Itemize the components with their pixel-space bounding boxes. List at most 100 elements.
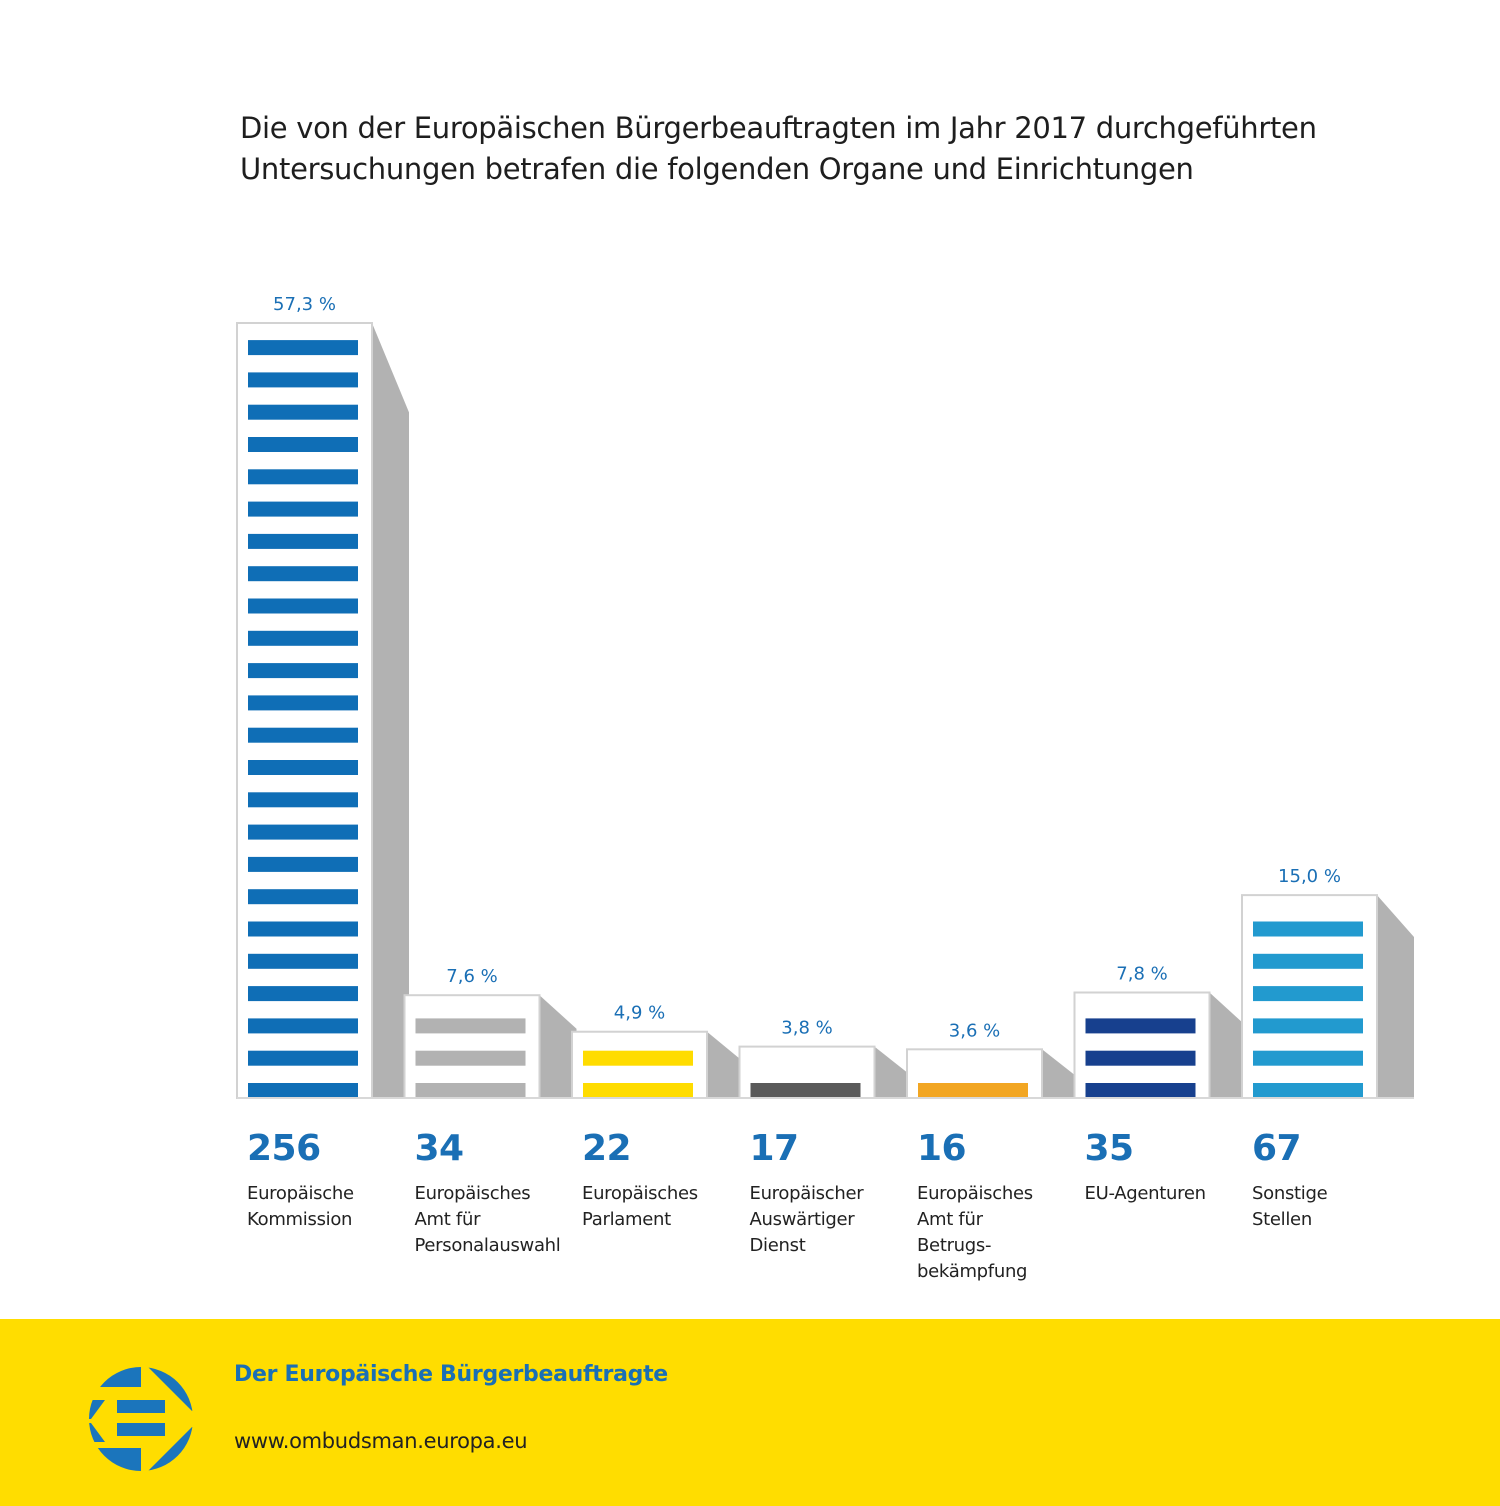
bars (236, 322, 1378, 1100)
bar-stripe (248, 598, 358, 614)
bar-stripe (248, 1018, 358, 1034)
logo-bottom-left-segment (89, 1448, 141, 1471)
bar (738, 1045, 876, 1100)
category-tick-label: Europäisches Amt für Personalauswahl (414, 1183, 561, 1256)
bar-stripe (415, 1050, 526, 1066)
bar-stripe (248, 889, 358, 905)
bar-stripe (248, 1050, 358, 1066)
bar (1073, 991, 1211, 1100)
bar-stripe (248, 953, 358, 969)
bar-body (1073, 991, 1211, 1100)
bar-stripe (415, 1018, 526, 1034)
percent-data-label: 3,6 % (949, 1020, 1000, 1041)
category-block: 22 Europäisches Parlament (582, 1126, 762, 1233)
bar-shadow (874, 1046, 912, 1098)
bar-stripe (248, 760, 358, 775)
category-tick-label: Europäisches Amt für Betrugs- bekämpfung (917, 1183, 1033, 1282)
bar-shadow (372, 323, 409, 1098)
bar-stripe (248, 372, 358, 388)
bar-stripe (918, 1083, 1028, 1098)
percent-data-label: 4,9 % (614, 1003, 665, 1024)
bar-stripe (248, 437, 358, 452)
bar-stripe (248, 921, 358, 937)
logo-bar-upper (117, 1400, 165, 1413)
category-block: 34 Europäisches Amt für Personalauswahl (415, 1126, 595, 1259)
bar-stripe (415, 1083, 526, 1098)
bar-stripe (248, 533, 358, 549)
bar-stripe (1085, 1050, 1196, 1066)
percent-data-label: 3,8 % (781, 1018, 832, 1039)
category-tick-label: EU-Agenturen (1084, 1183, 1207, 1204)
footer-organization-name: Der Europäische Bürgerbeauftragte (234, 1362, 668, 1387)
bar-stripe (1253, 986, 1363, 1002)
footer-url-link[interactable]: www.ombudsman.europa.eu (234, 1429, 528, 1453)
bar-stripe (248, 501, 358, 517)
bar-shadow (1209, 992, 1247, 1098)
bar-stripe (1253, 1050, 1363, 1066)
bar-stripe (248, 856, 358, 872)
bar-chart: 57,3 % 7,6 % 4,9 % 3,8 % 3,6 % 7,8 % 15,0 % (236, 294, 1414, 1100)
bar-stripe (248, 727, 358, 743)
category-block: 16 Europäisches Amt für Betrugs- bekämpfu… (917, 1126, 1097, 1285)
european-ombudsman-logo-icon (89, 1367, 193, 1471)
bar-shadow (1377, 895, 1414, 1098)
title-line-2: Untersuchungen betrafen die folgenden Or… (240, 152, 1194, 186)
category-block: 67 Sonstige Stellen (1252, 1126, 1432, 1233)
category-tick-label: Europäische Kommission (247, 1183, 354, 1230)
bar-body (403, 994, 541, 1100)
bar-stripe (248, 469, 358, 485)
bar-shadow (707, 1031, 744, 1098)
bar-stripe (583, 1050, 693, 1066)
count-value: 17 (749, 1128, 800, 1169)
logo-bar-lower (117, 1423, 165, 1436)
bar-stripe (248, 824, 358, 840)
bar-stripe (248, 792, 358, 808)
chart-title: Die von der Europäischen Bürgerbeauftrag… (240, 108, 1440, 190)
bar-shadows (372, 323, 1414, 1098)
percent-data-label: 7,8 % (1116, 964, 1167, 985)
bar-stripe (248, 630, 358, 646)
category-tick-label: Sonstige Stellen (1252, 1183, 1328, 1230)
bar-stripe (1253, 1018, 1363, 1034)
bar (236, 322, 373, 1099)
bar-stripe (750, 1083, 861, 1098)
bar (403, 994, 541, 1100)
logo-chevron-lower (89, 1423, 105, 1442)
logo-chevron-upper (89, 1400, 105, 1419)
bar-stripe (248, 340, 358, 356)
category-block: 17 Europäischer Auswärtiger Dienst (750, 1126, 930, 1259)
count-value: 16 (917, 1128, 967, 1169)
bar-body (236, 322, 373, 1099)
bar-stripe (1253, 1083, 1363, 1098)
bar-shadow (1042, 1049, 1079, 1098)
count-value: 35 (1084, 1128, 1135, 1169)
bar-stripe (1085, 1083, 1196, 1098)
bar-stripe (248, 1083, 358, 1098)
bar-stripe (248, 404, 358, 420)
bar-shadow (539, 995, 577, 1098)
category-block: 35 EU-Agenturen (1085, 1126, 1265, 1207)
count-value: 256 (247, 1128, 321, 1169)
bar-stripe (248, 663, 358, 679)
bar (571, 1030, 708, 1099)
bar-stripe (248, 986, 358, 1002)
logo-top-left-segment (89, 1367, 141, 1387)
count-value: 34 (414, 1128, 465, 1169)
bar-stripe (248, 566, 358, 582)
bar (1241, 894, 1378, 1099)
count-value: 22 (582, 1128, 632, 1169)
category-tick-label: Europäischer Auswärtiger Dienst (749, 1183, 864, 1256)
bar-stripe (583, 1083, 693, 1098)
title-line-1: Die von der Europäischen Bürgerbeauftrag… (240, 111, 1317, 145)
bar-stripe (1253, 921, 1363, 937)
bar (906, 1048, 1043, 1100)
bar-stripe (1085, 1018, 1196, 1034)
bar-stripe (1253, 953, 1363, 969)
percent-data-label: 7,6 % (446, 966, 497, 987)
footer-band (0, 1319, 1500, 1506)
count-value: 67 (1252, 1128, 1302, 1169)
bar-stripe (248, 695, 358, 711)
percent-data-label: 15,0 % (1278, 866, 1341, 887)
percent-data-label: 57,3 % (273, 294, 336, 315)
category-tick-label: Europäisches Parlament (582, 1183, 698, 1230)
